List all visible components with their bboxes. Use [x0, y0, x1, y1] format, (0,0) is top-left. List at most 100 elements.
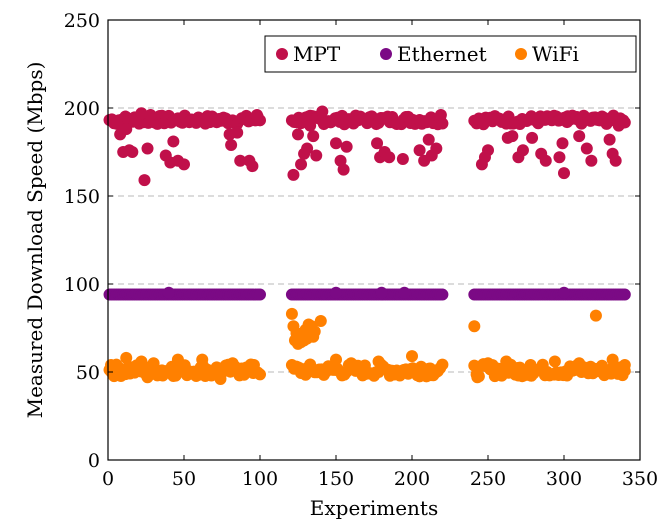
- point-mpt: [225, 138, 238, 151]
- x-tick-label: 200: [394, 468, 430, 490]
- point-mpt: [292, 128, 304, 141]
- point-mpt: [295, 158, 308, 171]
- point-ethernet: [618, 288, 631, 301]
- point-wifi: [606, 353, 619, 366]
- point-mpt: [111, 117, 124, 130]
- point-mpt: [301, 142, 314, 155]
- x-tick-label: 250: [470, 468, 506, 490]
- x-tick-label: 350: [622, 468, 657, 490]
- legend-label-ethernet: Ethernet: [397, 42, 487, 66]
- y-tick-label: 0: [88, 450, 100, 472]
- point-wifi: [247, 358, 260, 371]
- y-tick-label: 100: [64, 274, 100, 296]
- point-mpt: [422, 133, 435, 146]
- point-mpt: [167, 135, 180, 148]
- point-wifi: [597, 367, 610, 380]
- point-mpt: [178, 158, 190, 171]
- point-mpt: [135, 107, 148, 120]
- point-wifi: [582, 362, 595, 375]
- point-mpt: [617, 114, 630, 127]
- point-mpt: [482, 144, 494, 157]
- point-wifi: [536, 362, 549, 375]
- point-mpt: [558, 167, 570, 180]
- point-wifi: [205, 369, 218, 382]
- point-ethernet: [330, 286, 342, 299]
- point-mpt: [141, 142, 154, 155]
- point-mpt: [585, 154, 598, 167]
- point-wifi: [314, 314, 327, 327]
- point-wifi: [135, 355, 148, 368]
- point-wifi: [372, 355, 385, 368]
- point-wifi: [317, 366, 330, 378]
- legend-marker-wifi: [515, 48, 527, 60]
- point-mpt: [371, 137, 384, 150]
- x-axis-ticks: 0 50 100 150 200 250 300 350: [102, 20, 657, 490]
- point-mpt: [430, 142, 443, 155]
- point-mpt: [580, 142, 593, 155]
- x-tick-label: 0: [102, 468, 114, 490]
- point-mpt: [506, 130, 519, 143]
- point-mpt: [144, 109, 157, 122]
- y-axis-label: Measured Download Speed (Mbps): [23, 62, 47, 419]
- legend-marker-ethernet: [380, 48, 392, 60]
- point-mpt: [526, 131, 539, 144]
- point-mpt: [246, 160, 259, 173]
- point-wifi: [360, 367, 373, 380]
- legend-label-mpt: MPT: [293, 42, 341, 66]
- series-wifi: [103, 307, 631, 386]
- point-mpt: [250, 109, 263, 122]
- point-mpt: [556, 137, 569, 150]
- point-wifi: [482, 357, 494, 370]
- point-mpt: [383, 151, 396, 164]
- point-wifi: [226, 357, 239, 370]
- point-mpt: [337, 163, 350, 176]
- x-tick-label: 50: [172, 468, 196, 490]
- point-mpt: [316, 105, 329, 118]
- point-mpt: [330, 137, 342, 150]
- point-wifi: [512, 369, 525, 382]
- plot-border: [107, 19, 641, 461]
- y-tick-label: 150: [64, 186, 100, 208]
- series-mpt: [103, 105, 631, 187]
- point-ethernet: [254, 288, 266, 301]
- point-mpt: [603, 133, 616, 146]
- point-wifi: [383, 364, 396, 377]
- point-mpt: [234, 154, 247, 167]
- point-wifi: [285, 307, 298, 320]
- point-wifi: [424, 362, 437, 375]
- point-wifi: [214, 373, 227, 386]
- point-mpt: [434, 109, 447, 122]
- point-mpt: [126, 146, 139, 158]
- point-mpt: [413, 144, 426, 157]
- point-wifi: [406, 350, 418, 363]
- point-ethernet: [558, 286, 570, 299]
- x-tick-label: 150: [318, 468, 354, 490]
- point-mpt: [187, 114, 200, 127]
- x-axis-label: Experiments: [310, 496, 438, 520]
- point-mpt: [304, 119, 317, 132]
- point-ethernet: [162, 286, 175, 299]
- point-wifi: [147, 357, 160, 370]
- point-ethernet: [398, 286, 411, 299]
- point-ethernet: [436, 288, 449, 301]
- y-tick-label: 50: [76, 362, 100, 384]
- point-mpt: [609, 154, 622, 167]
- point-mpt: [516, 144, 529, 157]
- point-wifi: [185, 366, 198, 378]
- y-axis-ticks: 0 50 100 150 200 250: [64, 10, 640, 472]
- point-wifi: [235, 362, 248, 375]
- point-mpt: [120, 123, 133, 136]
- point-mpt: [287, 168, 300, 181]
- point-mpt: [138, 174, 151, 187]
- legend-box: [264, 35, 637, 73]
- legend: MPT Ethernet WiFi: [264, 35, 637, 73]
- point-wifi: [561, 369, 574, 382]
- point-wifi: [573, 357, 586, 370]
- x-tick-label: 100: [242, 468, 278, 490]
- point-wifi: [491, 362, 504, 375]
- point-wifi: [471, 371, 484, 384]
- point-mpt: [472, 112, 485, 125]
- point-wifi: [436, 358, 449, 371]
- point-wifi: [393, 369, 406, 382]
- data-points: [103, 105, 631, 386]
